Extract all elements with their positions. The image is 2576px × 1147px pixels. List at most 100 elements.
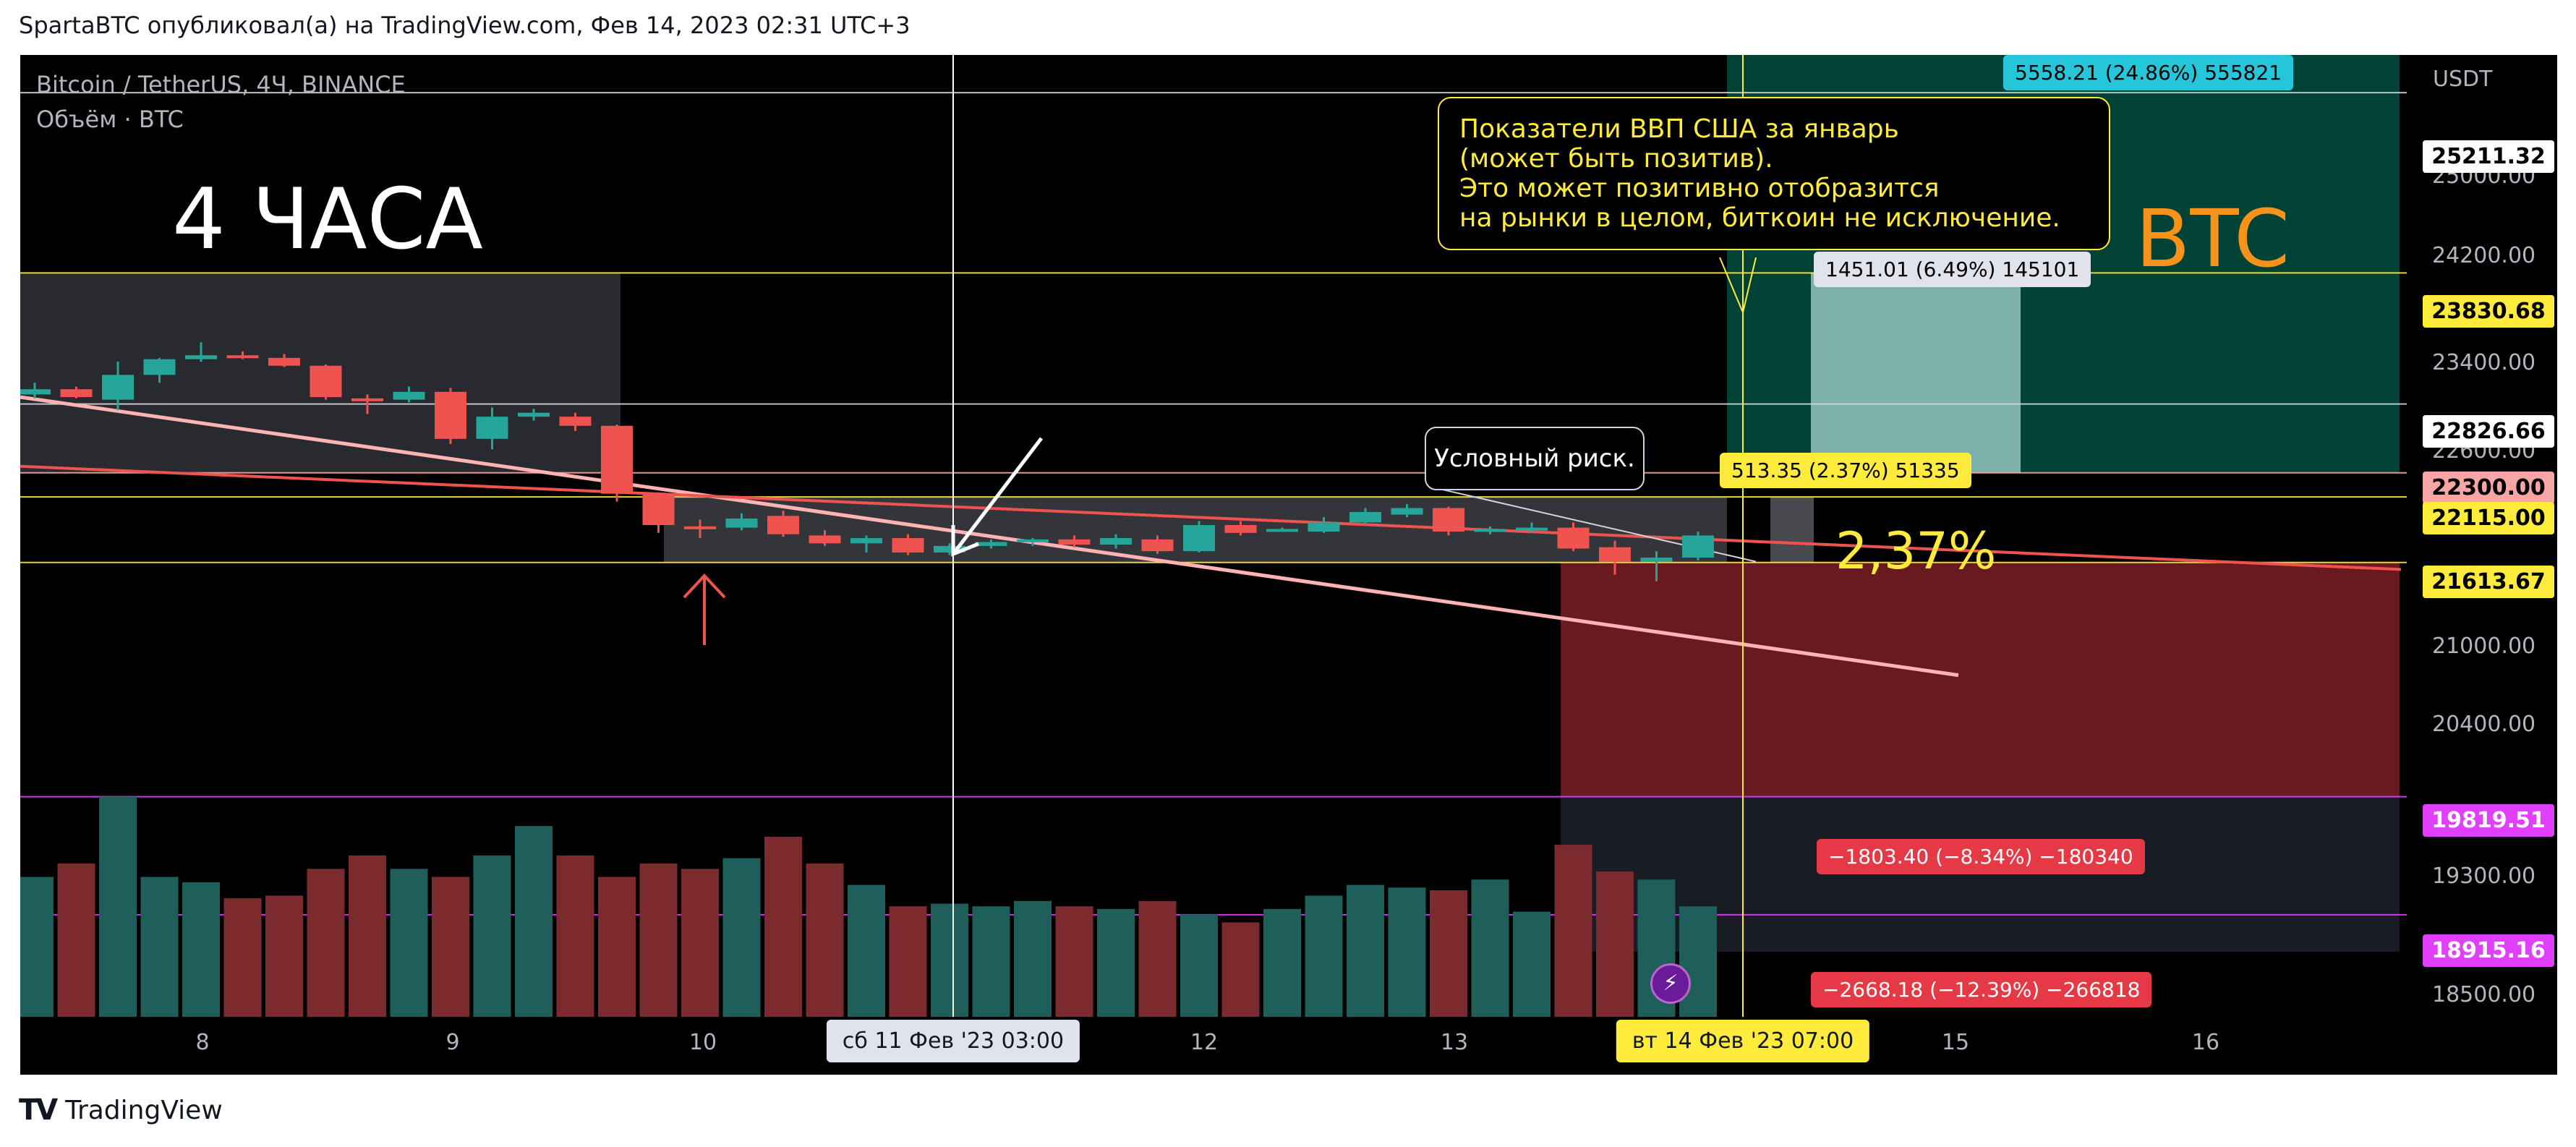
price-label: 22115.00 — [2423, 502, 2554, 534]
volume-bar — [681, 869, 719, 1024]
time-tick: 9 — [445, 1030, 460, 1055]
price-label: 18915.16 — [2423, 934, 2554, 967]
volume-bar — [1388, 887, 1426, 1024]
volume-bar — [722, 858, 761, 1024]
brand-name: TradingView — [65, 1095, 223, 1125]
stop-zone — [1561, 562, 2400, 797]
time-tick: 10 — [688, 1030, 717, 1055]
price-label: 22300.00 — [2423, 472, 2554, 504]
tradingview-logo-icon: TV — [19, 1093, 58, 1127]
candle-body — [1474, 529, 1506, 532]
price-tick: 18500.00 — [2432, 982, 2536, 1007]
volume-bar — [764, 837, 802, 1024]
time-tick: 16 — [2191, 1030, 2220, 1055]
volume-bar — [889, 906, 927, 1024]
price-tick: 20400.00 — [2432, 712, 2536, 737]
note-pointer — [1719, 257, 1757, 315]
volume-bar — [223, 898, 262, 1024]
price-chart-svg[interactable] — [20, 55, 2557, 1075]
volume-bar — [473, 855, 511, 1024]
lightning-icon[interactable]: ⚡ — [1650, 963, 1691, 1004]
tag-stop-loss-1: −1803.40 (−8.34%) −180340 — [1817, 839, 2145, 874]
volume-bar — [556, 855, 594, 1024]
tag-top-gain: 5558.21 (24.86%) 555821 — [2003, 55, 2294, 90]
volume-bar — [1097, 908, 1135, 1024]
price-label: 19819.51 — [2423, 804, 2554, 837]
volume-bar — [1596, 871, 1634, 1024]
asset-annotation: BTC — [2136, 192, 2290, 285]
volume-bar — [99, 796, 137, 1024]
gdp-note-callout[interactable]: Показатели ВВП США за январь (может быть… — [1438, 97, 2110, 250]
volume-bar — [349, 855, 386, 1024]
candle-body — [642, 493, 675, 525]
time-tick: 12 — [1190, 1030, 1219, 1055]
volume-bar — [931, 903, 968, 1024]
candle-body — [1349, 511, 1381, 523]
volume-bar — [1430, 890, 1467, 1024]
candle-body — [1599, 547, 1631, 562]
candle-body — [20, 389, 51, 395]
volume-bar — [598, 877, 636, 1024]
volume-legend[interactable]: Объём · BTC — [36, 106, 184, 133]
volume-bar — [1221, 922, 1260, 1024]
candle-body — [268, 357, 300, 366]
candle-body — [684, 526, 716, 529]
candle-body — [601, 425, 633, 494]
candle-body — [1058, 539, 1091, 545]
volume-bar — [140, 877, 179, 1024]
publisher-line: SpartaBTC опубликовал(а) на TradingView.… — [19, 12, 910, 39]
white-arrow-line — [952, 437, 1043, 555]
volume-bar — [390, 869, 428, 1024]
volume-bar — [848, 884, 885, 1024]
time-tick: 15 — [1941, 1030, 1970, 1055]
volume-bar — [1138, 900, 1177, 1024]
chart-area[interactable]: Bitcoin / TetherUS, 4Ч, BINANCE Объём · … — [20, 55, 2557, 1075]
volume-bar — [1180, 914, 1218, 1024]
candle-body — [476, 417, 508, 439]
volume-bar — [1014, 900, 1052, 1024]
volume-bar — [972, 906, 1010, 1024]
tag-mid-gain: 513.35 (2.37%) 51335 — [1720, 453, 1971, 488]
candle-body — [1183, 525, 1215, 552]
volume-bar — [1055, 906, 1093, 1024]
volume-bar — [1263, 908, 1301, 1024]
candle-body — [185, 355, 217, 359]
price-tick: 24200.00 — [2432, 243, 2536, 268]
volume-bar — [182, 882, 220, 1024]
candle-body — [351, 398, 383, 401]
candle-body — [393, 391, 425, 400]
mid-highlight — [1770, 497, 1814, 563]
candle-body — [725, 518, 758, 528]
volume-bar — [1554, 845, 1592, 1024]
candle-body — [1391, 508, 1423, 515]
volume-bar — [1513, 911, 1551, 1024]
candle-body — [975, 542, 1007, 546]
current-time-label: вт 14 Фев '23 07:00 — [1616, 1020, 1870, 1062]
currency-label: USDT — [2433, 67, 2493, 92]
volume-bar — [806, 864, 844, 1024]
candle-body — [1308, 522, 1340, 532]
volume-bar — [1347, 884, 1384, 1024]
candle-body — [1682, 535, 1714, 558]
candle-body — [1516, 527, 1548, 531]
volume-bar — [1471, 879, 1509, 1024]
symbol-title[interactable]: Bitcoin / TetherUS, 4Ч, BINANCE — [36, 71, 406, 98]
white-arrow-head — [951, 525, 979, 557]
candle-body — [310, 365, 342, 398]
risk-callout[interactable]: Условный риск. — [1425, 427, 1645, 490]
price-label: 21613.67 — [2423, 566, 2554, 598]
candle-body — [1141, 539, 1174, 552]
price-tick: 23400.00 — [2432, 350, 2536, 375]
target-highlight — [1811, 273, 2021, 473]
candle-body — [1557, 527, 1590, 549]
volume-bar — [265, 895, 303, 1024]
candle-body — [850, 538, 882, 544]
volume-bar — [432, 877, 469, 1024]
candle-body — [1266, 529, 1298, 532]
volume-bar — [1305, 895, 1343, 1024]
percent-annotation: 2,37% — [1835, 521, 1997, 581]
candle-body — [60, 389, 93, 398]
volume-bar — [1679, 906, 1717, 1024]
candle-body — [559, 417, 592, 426]
red-arrow-head — [683, 574, 726, 599]
